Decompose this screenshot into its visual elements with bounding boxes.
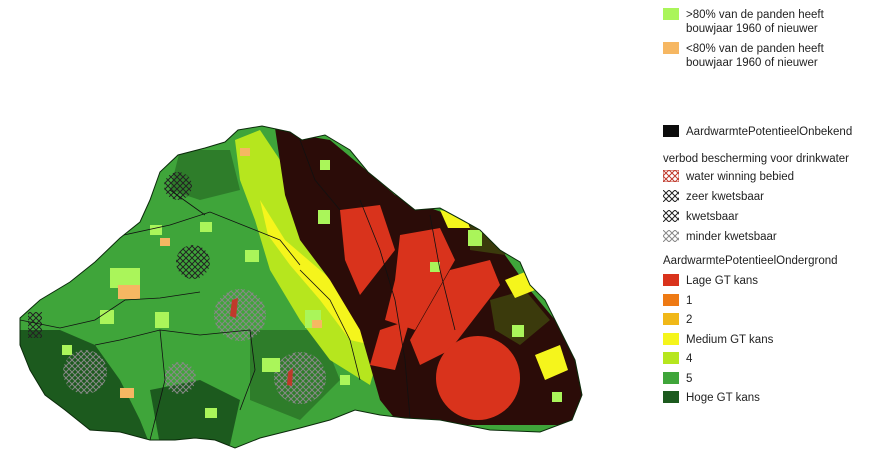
legend-item-subsurface: 5	[663, 371, 693, 386]
region-outline	[19, 125, 583, 449]
legend-swatch-zeer-kwetsbaar	[663, 190, 679, 202]
legend-title-subsurface: AardwarmtePotentieelOndergrond	[663, 255, 838, 267]
legend-swatch-subsurface	[663, 371, 679, 384]
legend-label-subsurface: 2	[686, 314, 693, 326]
geothermal-potential-map[interactable]	[0, 0, 650, 476]
legend-label-subsurface: Hoge GT kans	[686, 392, 760, 404]
legend-label-subsurface: 1	[686, 294, 693, 307]
settlement-new	[150, 225, 162, 235]
legend-swatch-new-buildings	[663, 8, 679, 20]
legend-label-zeer-kwetsbaar: zeer kwetsbaar	[686, 191, 764, 203]
settlement-new	[205, 408, 217, 418]
legend-item-subsurface: Lage GT kans	[663, 274, 758, 288]
protection-zone-water-winning	[287, 368, 293, 386]
legend-swatch-old-buildings	[663, 42, 679, 54]
legend-label-old-buildings-line1: <80% van de panden heeft	[686, 43, 824, 55]
legend-item-unknown: AardwarmtePotentieelOnbekend	[663, 125, 852, 139]
legend-label-subsurface: 5	[686, 372, 693, 385]
legend-swatch-subsurface	[663, 391, 679, 403]
legend-swatch-minder-kwetsbaar	[663, 230, 679, 242]
legend-label-new-buildings-line1: >80% van de panden heeft	[686, 9, 824, 21]
legend-item-subsurface: 2	[663, 313, 692, 327]
settlement-old	[312, 320, 322, 328]
settlement-new	[320, 160, 330, 170]
settlement-new	[552, 392, 562, 402]
legend-item-subsurface: Hoge GT kans	[663, 391, 760, 405]
legend-item-subsurface: 1	[663, 293, 693, 308]
legend-item-subsurface: 4	[663, 352, 692, 366]
zone-lage	[385, 228, 455, 330]
legend-swatch-water-winning	[663, 170, 679, 182]
settlement-new	[62, 345, 72, 355]
settlements	[62, 148, 562, 418]
protection-zone-minder-kwetsbaar	[164, 362, 196, 394]
legend-item-water-winning: water winning bebied	[663, 170, 794, 184]
settlement-old	[240, 148, 250, 156]
protection-zone-zeer-kwetsbaar	[28, 312, 42, 338]
legend-item-subsurface: Medium GT kans	[663, 332, 774, 347]
settlement-new	[110, 268, 140, 288]
settlement-new	[200, 222, 212, 232]
legend-swatch-subsurface	[663, 332, 679, 345]
zone-olive	[490, 290, 550, 345]
settlement-new	[100, 310, 114, 324]
zone-lage	[340, 205, 395, 295]
legend-label-old-buildings-line2: bouwjaar 1960 of nieuwer	[686, 57, 818, 69]
zone-lage	[436, 336, 520, 420]
legend-label-unknown: AardwarmtePotentieelOnbekend	[686, 126, 853, 138]
settlement-old	[120, 388, 134, 398]
settlement-new	[262, 358, 280, 372]
legend-item-kwetsbaar: kwetsbaar	[663, 210, 738, 224]
legend-label-kwetsbaar: kwetsbaar	[686, 211, 739, 223]
zone-medium	[260, 200, 372, 345]
legend-label-water-winning: water winning bebied	[686, 171, 795, 183]
legend-swatch-subsurface	[663, 313, 679, 325]
protection-zone-minder-kwetsbaar	[214, 289, 266, 341]
municipal-borders	[20, 139, 456, 441]
legend-item-new-buildings: >80% van de panden heeft bouwjaar 1960 o…	[663, 8, 824, 36]
settlement-new	[318, 210, 330, 224]
legend-swatch-subsurface	[663, 274, 679, 286]
legend-swatch-kwetsbaar	[663, 210, 679, 222]
settlement-new	[245, 250, 259, 262]
settlement-old	[118, 285, 140, 299]
legend-title-protection: verbod bescherming voor drinkwater	[663, 153, 850, 165]
legend-swatch-unknown	[663, 125, 679, 137]
legend-label-minder-kwetsbaar: minder kwetsbaar	[686, 231, 777, 243]
legend-item-minder-kwetsbaar: minder kwetsbaar	[663, 230, 777, 244]
settlement-new	[155, 312, 169, 328]
legend-swatch-subsurface	[663, 293, 679, 306]
legend-label-subsurface: 4	[686, 353, 693, 365]
protection-zone-water-winning	[230, 298, 238, 318]
settlement-new	[430, 262, 440, 272]
settlement-new	[512, 325, 524, 337]
protection-zone-minder-kwetsbaar	[63, 350, 107, 394]
settlement-old	[160, 238, 170, 246]
legend-item-zeer-kwetsbaar: zeer kwetsbaar	[663, 190, 764, 204]
legend-swatch-subsurface	[663, 352, 679, 364]
settlement-new	[468, 230, 482, 246]
legend-label-new-buildings-line2: bouwjaar 1960 of nieuwer	[686, 23, 818, 35]
settlement-new	[340, 375, 350, 385]
zone-medium	[535, 345, 568, 380]
zone-lage	[370, 320, 410, 370]
protection-zone-minder-kwetsbaar	[274, 352, 326, 404]
zone-lage	[410, 260, 500, 365]
map-legend: >80% van de panden heeft bouwjaar 1960 o…	[663, 0, 868, 476]
legend-item-old-buildings: <80% van de panden heeft bouwjaar 1960 o…	[663, 42, 824, 70]
protection-zone-kwetsbaar	[176, 245, 210, 279]
protection-zone-zeer-kwetsbaar	[164, 172, 192, 200]
zone-hoge	[150, 380, 240, 445]
legend-label-subsurface: Medium GT kans	[686, 333, 774, 346]
legend-label-subsurface: Lage GT kans	[686, 275, 759, 287]
